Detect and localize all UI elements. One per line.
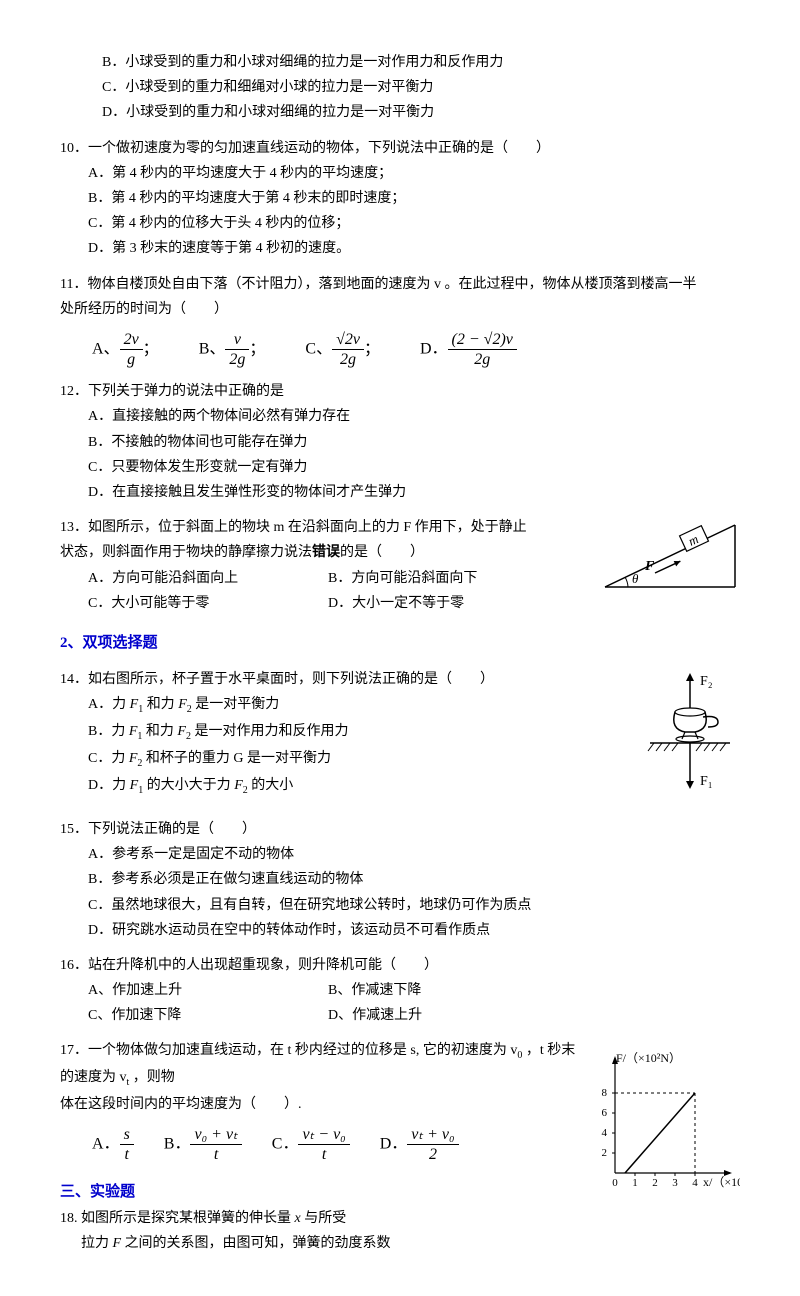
- q17-options: A．st B．v₀ + vₜt C．vₜ − v₀t D．vₜ + v₀2: [60, 1125, 580, 1164]
- q17-opt-a: A．st: [92, 1125, 134, 1164]
- q12: 12．下列关于弹力的说法中正确的是 A．直接接触的两个物体间必然有弹力存在 B．…: [60, 379, 740, 505]
- q13-opt-a: A．方向可能沿斜面向上: [88, 566, 288, 591]
- q15-opt-b: B．参考系必须是正在做匀速直线运动的物体: [88, 867, 740, 892]
- q16: 16．站在升降机中的人出现超重现象，则升降机可能（ ） A、作加速上升 B、作减…: [60, 953, 740, 1029]
- svg-text:2: 2: [602, 1147, 608, 1159]
- q18: 18. 如图所示是探究某根弹簧的伸长量 x 与所受 拉力 F 之间的关系图，由图…: [60, 1206, 740, 1256]
- q17-opt-b: B．v₀ + vₜt: [164, 1125, 242, 1164]
- q13-stem3: 的是（ ）: [340, 545, 424, 560]
- svg-text:4: 4: [692, 1177, 698, 1189]
- q11-options: A、2vg； B、v2g； C、√2v2g； D．(2 − √2)v2g: [60, 330, 740, 369]
- q10: 10．一个做初速度为零的匀加速直线运动的物体，下列说法中正确的是（ ） A．第 …: [60, 136, 740, 262]
- chart-ylabel: F/（×10²N）: [616, 1051, 681, 1065]
- q10-opt-a: A．第 4 秒内的平均速度大于 4 秒内的平均速度；: [88, 161, 740, 186]
- q13-opt-d: D．大小一定不等于零: [328, 591, 528, 616]
- q17-opt-c: C．vₜ − v₀t: [272, 1125, 350, 1164]
- q15-opt-c: C．虽然地球很大，且有自转，但在研究地球公转时，地球仍可作为质点: [88, 893, 740, 918]
- q15-opt-a: A．参考系一定是固定不动的物体: [88, 842, 740, 867]
- q13-opt-c: C．大小可能等于零: [88, 591, 288, 616]
- q12-opt-c: C．只要物体发生形变就一定有弹力: [88, 455, 740, 480]
- q14-F1: F₁: [700, 774, 713, 789]
- chart-xlabel: x/（×10cm）: [703, 1175, 740, 1189]
- svg-text:2: 2: [652, 1177, 658, 1189]
- q10-opt-c: C．第 4 秒内的位移大于头 4 秒内的位移；: [88, 211, 740, 236]
- q14: F₂ F₁ 14．如右图所示，杯子置于水平桌面时，则下列说法正确的是（ ） A．…: [60, 667, 740, 807]
- q17-opt-d: D．vₜ + v₀2: [380, 1125, 459, 1164]
- svg-text:3: 3: [672, 1177, 678, 1189]
- q11-stem2: 处所经历的时间为（ ）: [60, 297, 740, 322]
- svg-text:6: 6: [602, 1107, 608, 1119]
- svg-text:0: 0: [612, 1177, 618, 1189]
- q11-stem1: 11．物体自楼顶处自由下落（不计阻力），落到地面的速度为 v 。在此过程中，物体…: [60, 272, 740, 297]
- q18-line1: 18. 如图所示是探究某根弹簧的伸长量 x 与所受: [60, 1206, 740, 1231]
- q16-opt-b: B、作减速下降: [328, 978, 528, 1003]
- section-header-2: 2、双项选择题: [60, 630, 740, 657]
- q16-stem: 16．站在升降机中的人出现超重现象，则升降机可能（ ）: [60, 953, 740, 978]
- q10-opt-b: B．第 4 秒内的平均速度大于第 4 秒末的即时速度；: [88, 186, 740, 211]
- q14-F2: F₂: [700, 674, 713, 689]
- q13-opt-b: B．方向可能沿斜面向下: [328, 566, 528, 591]
- q9-opt-d: D．小球受到的重力和小球对细绳的拉力是一对平衡力: [60, 100, 740, 125]
- q11-opt-b: B、v2g；: [199, 330, 266, 369]
- q16-opt-d: D、作减速上升: [328, 1003, 528, 1028]
- q16-opt-a: A、作加速上升: [88, 978, 288, 1003]
- q9-partial: B．小球受到的重力和小球对细绳的拉力是一对作用力和反作用力 C．小球受到的重力和…: [60, 50, 740, 126]
- q11: 11．物体自楼顶处自由下落（不计阻力），落到地面的速度为 v 。在此过程中，物体…: [60, 272, 740, 370]
- q13-stem2: 状态，则斜面作用于物块的静摩擦力说法: [60, 545, 312, 560]
- svg-text:4: 4: [602, 1127, 608, 1139]
- q10-stem: 10．一个做初速度为零的匀加速直线运动的物体，下列说法中正确的是（ ）: [60, 136, 740, 161]
- q12-opt-d: D．在直接接触且发生弹性形变的物体间才产生弹力: [88, 480, 740, 505]
- q18-line2: 拉力 F 之间的关系图，由图可知，弹簧的劲度系数: [60, 1231, 740, 1256]
- q15-stem: 15．下列说法正确的是（ ）: [60, 817, 740, 842]
- q18-chart: 2 4 6 8 0 1 2 3 4 F/（×10²N） x/（×10cm）: [590, 1048, 740, 1198]
- q12-opt-b: B．不接触的物体间也可能存在弹力: [88, 430, 740, 455]
- q11-opt-c: C、√2v2g；: [305, 330, 380, 369]
- q12-opt-a: A．直接接触的两个物体间必然有弹力存在: [88, 404, 740, 429]
- q15-opt-d: D．研究跳水运动员在空中的转体动作时，该运动员不可看作质点: [88, 918, 740, 943]
- q9-opt-b: B．小球受到的重力和小球对细绳的拉力是一对作用力和反作用力: [60, 50, 740, 75]
- q15: 15．下列说法正确的是（ ） A．参考系一定是固定不动的物体 B．参考系必须是正…: [60, 817, 740, 943]
- q13-F: F: [644, 559, 655, 574]
- q13-theta: θ: [632, 571, 639, 586]
- q13-figure: θ m F: [600, 515, 740, 595]
- q17: 2 4 6 8 0 1 2 3 4 F/（×10²N） x/（×10cm） 17…: [60, 1038, 740, 1256]
- svg-text:1: 1: [632, 1177, 638, 1189]
- q11-opt-d: D．(2 − √2)v2g: [420, 330, 517, 369]
- q14-figure: F₂ F₁: [640, 667, 740, 807]
- q16-opt-c: C、作加速下降: [88, 1003, 288, 1028]
- q9-opt-c: C．小球受到的重力和细绳对小球的拉力是一对平衡力: [60, 75, 740, 100]
- q11-opt-a: A、2vg；: [92, 330, 159, 369]
- q13: θ m F 13．如图所示，位于斜面上的物块 m 在沿斜面向上的力 F 作用下，…: [60, 515, 740, 616]
- q13-stem1: 13．如图所示，位于斜面上的物块 m 在沿斜面向上的力 F 作用下，处于静止: [60, 520, 527, 535]
- q12-stem: 12．下列关于弹力的说法中正确的是: [60, 379, 740, 404]
- q10-opt-d: D．第 3 秒末的速度等于第 4 秒初的速度。: [88, 236, 740, 261]
- q14-stem: 14．如右图所示，杯子置于水平桌面时，则下列说法正确的是（ ）: [60, 667, 740, 692]
- svg-text:8: 8: [602, 1087, 608, 1099]
- q13-bold: 错误: [312, 545, 340, 560]
